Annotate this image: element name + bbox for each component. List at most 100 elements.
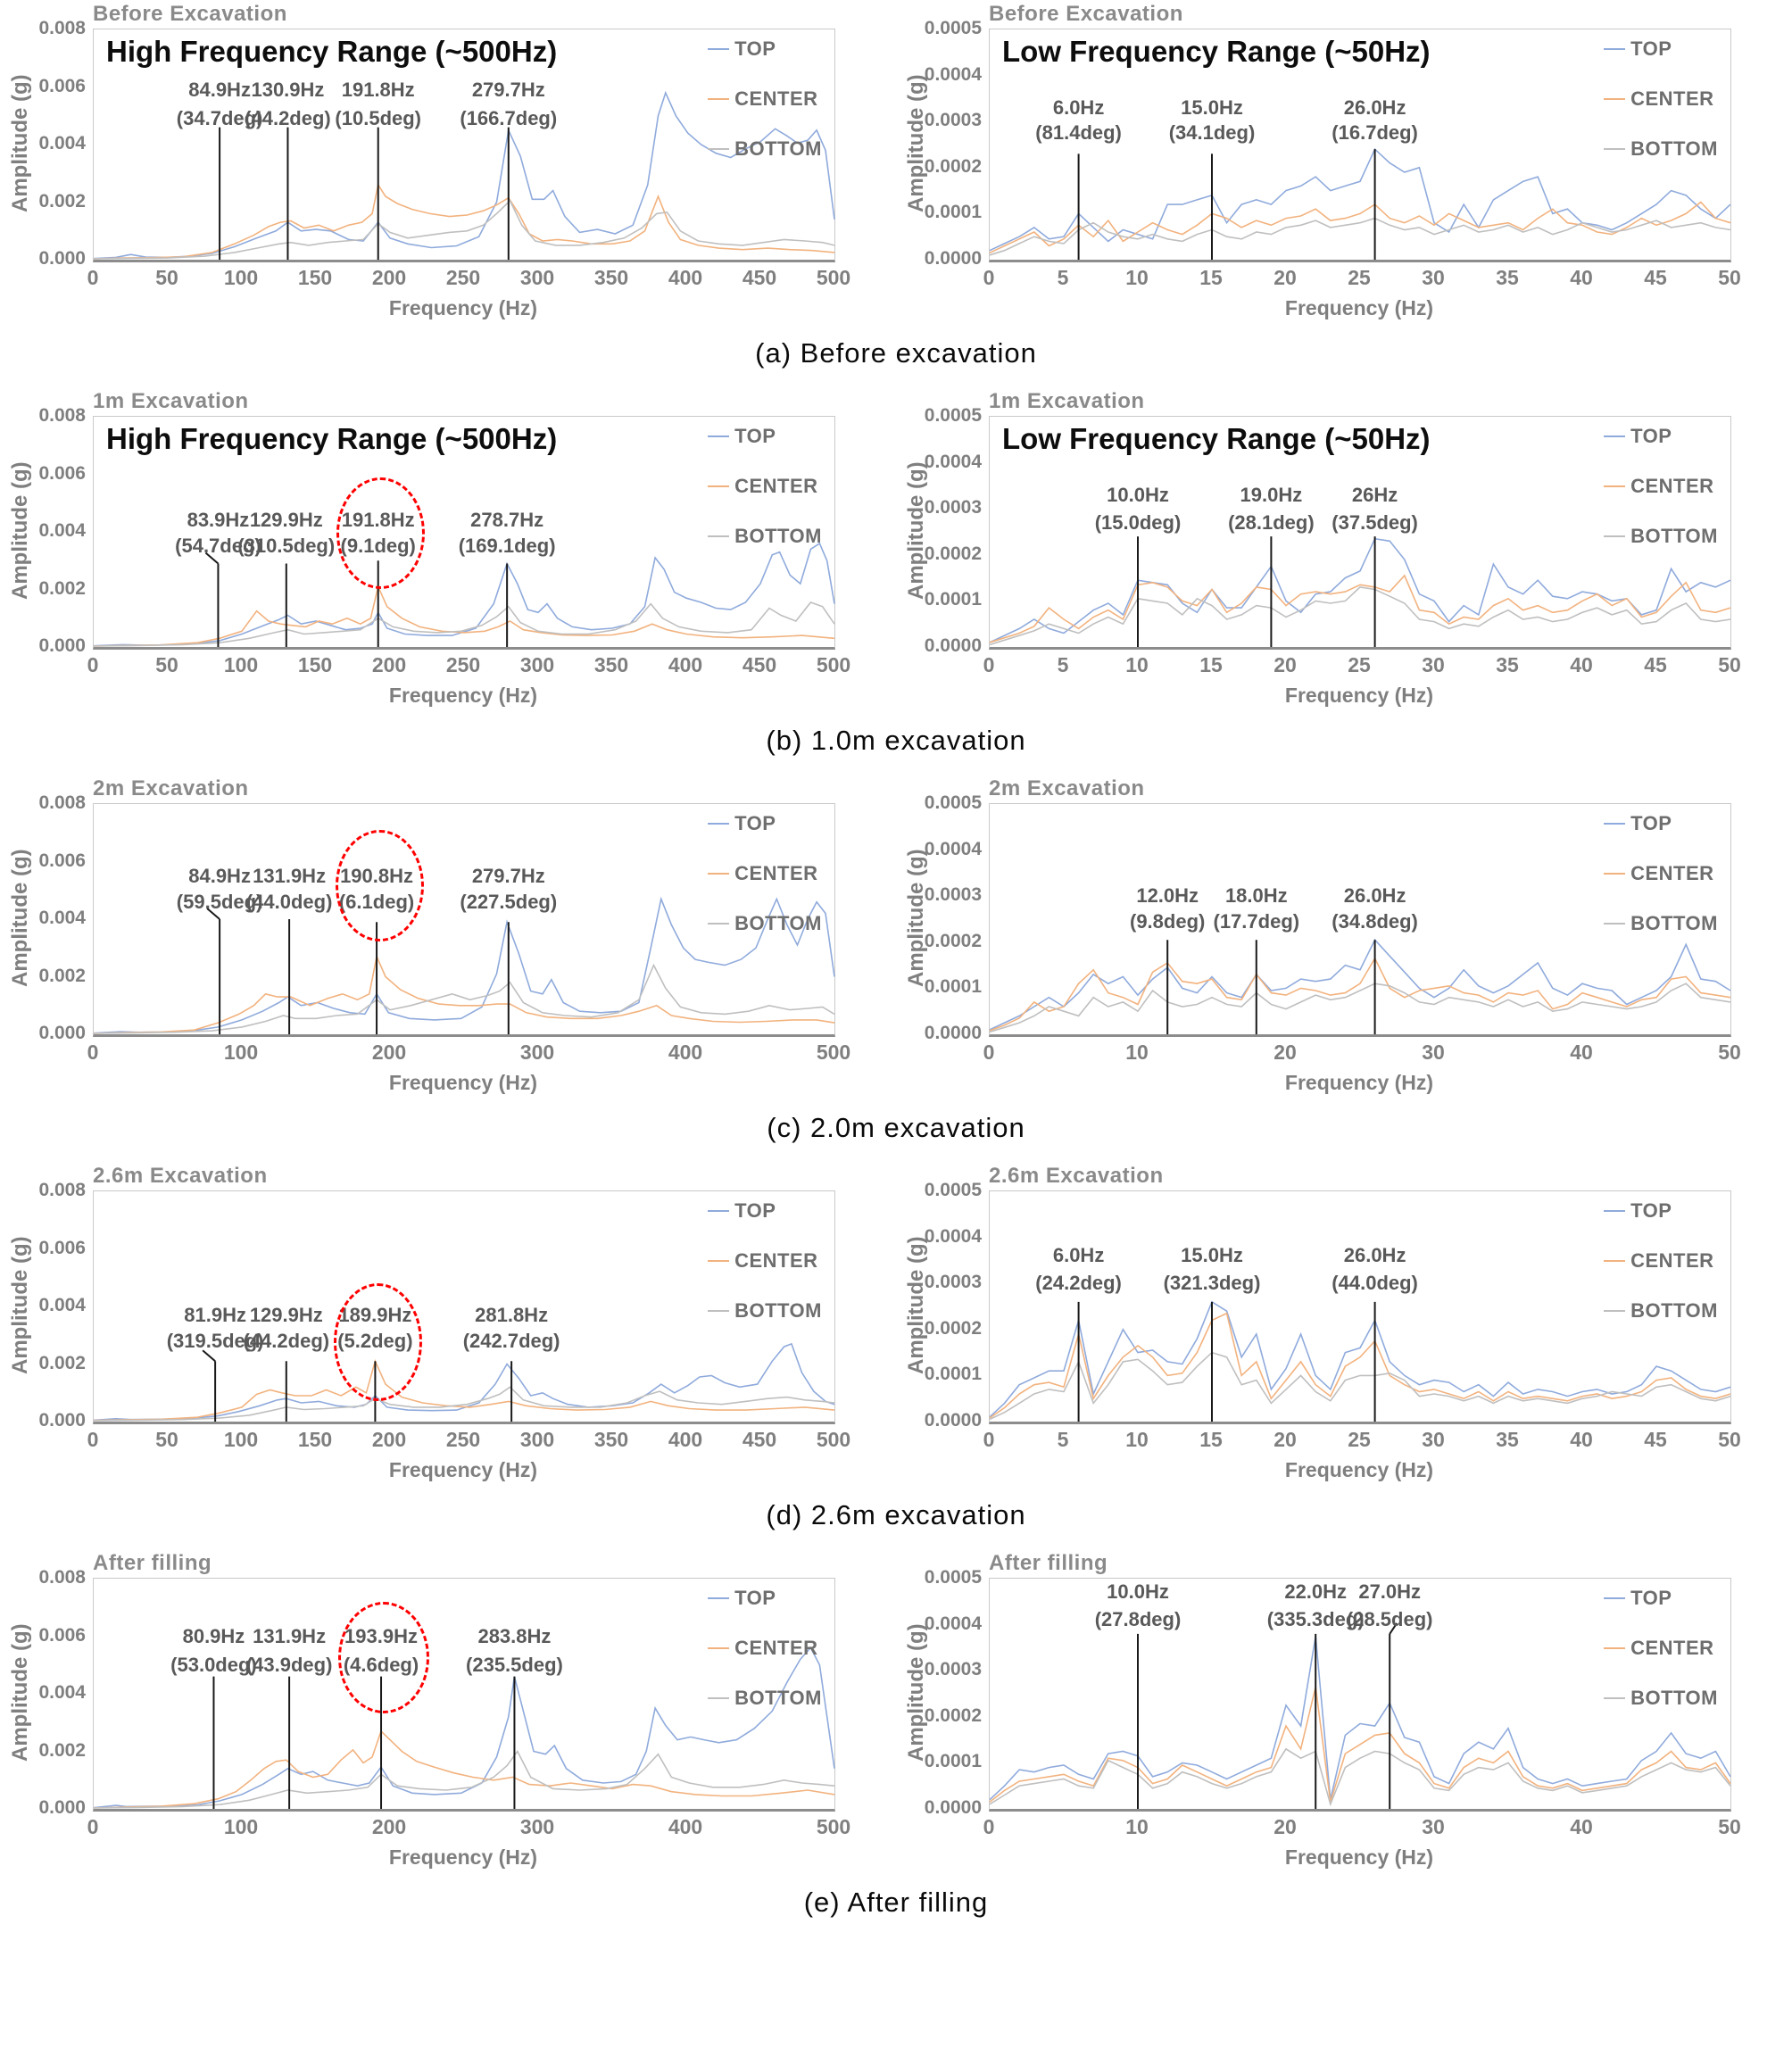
x-axis-label: Frequency (Hz) [1284, 1071, 1434, 1094]
plot-area: High Frequency Range (~500Hz) TOP CENTER… [93, 416, 835, 650]
x-tick: 400 [668, 1041, 703, 1064]
annotation-frequency: 6.0Hz [1052, 95, 1105, 119]
x-tick: 45 [1644, 653, 1667, 676]
x-tick: 30 [1422, 653, 1445, 676]
bottom-line-swatch-icon [708, 1697, 730, 1699]
x-tick: 20 [1273, 653, 1297, 676]
annotation-frequency: 81.9Hz [184, 1303, 246, 1326]
y-tick: 0.000 [38, 1023, 86, 1043]
x-tick: 100 [223, 266, 259, 289]
chart-4-left: After filling Amplitude (g) 0.008 0.006 0.… [7, 1551, 887, 1872]
annotation-frequency: 279.7Hz [471, 78, 545, 101]
x-tick: 300 [519, 1428, 555, 1451]
figure-caption: (c) 2.0m excavation [767, 1112, 1025, 1143]
legend-item-top: TOP [1604, 425, 1718, 447]
y-tick: 0.0005 [924, 792, 982, 813]
chart-title: 2m Excavation [989, 776, 1145, 800]
legend-item-center: CENTER [1604, 1637, 1718, 1659]
figure-row: Before Excavation Amplitude (g) 0.008 0.0… [0, 2, 1792, 369]
x-tick: 300 [519, 1815, 555, 1838]
x-tick: 250 [445, 266, 481, 289]
legend: TOP CENTER BOTTOM [708, 1587, 822, 1737]
highlight-circle [336, 477, 426, 590]
x-tick: 25 [1348, 1428, 1371, 1451]
annotation-phase: (34.1deg) [1168, 121, 1256, 145]
x-tick: 10 [1125, 1041, 1149, 1064]
y-tick: 0.0000 [924, 1797, 982, 1818]
y-tick: 0.004 [38, 908, 86, 928]
legend: TOP CENTER BOTTOM [1604, 812, 1718, 963]
x-tick: 50 [1718, 266, 1741, 289]
legend: TOP CENTER BOTTOM [1604, 1587, 1718, 1737]
x-tick: 50 [155, 266, 178, 289]
x-tick: 400 [668, 266, 703, 289]
legend-item-top: TOP [708, 37, 822, 60]
highlight-circle [335, 830, 424, 942]
bottom-line-swatch-icon [1604, 535, 1626, 537]
y-tick: 0.006 [38, 75, 86, 96]
x-axis-label: Frequency (Hz) [1284, 1845, 1434, 1869]
legend-item-top: TOP [1604, 812, 1718, 834]
y-axis-ticks: 0.0005 0.0004 0.0003 0.0002 0.0001 0.0000 [925, 792, 989, 1043]
annotation-phase: (227.5deg) [460, 890, 558, 913]
y-tick: 0.008 [38, 792, 86, 813]
legend-label: CENTER [734, 862, 818, 884]
x-tick: 100 [223, 1041, 259, 1064]
x-tick: 0 [983, 266, 995, 289]
series-line-bottom [989, 586, 1731, 646]
legend-item-top: TOP [708, 425, 822, 447]
legend-item-top: TOP [1604, 37, 1718, 60]
bottom-line-swatch-icon [1604, 1697, 1626, 1699]
x-tick: 100 [223, 1428, 259, 1451]
x-tick: 200 [371, 266, 407, 289]
series-line-bottom [989, 1351, 1731, 1421]
series-line-bottom [989, 217, 1731, 256]
y-tick: 0.0003 [924, 497, 982, 518]
x-tick: 5 [1057, 653, 1069, 676]
series-line-center [93, 1358, 835, 1422]
annotation-phase: (59.5deg) [176, 890, 263, 913]
y-tick: 0.0004 [924, 1613, 982, 1634]
y-axis-label: Amplitude (g) [8, 1623, 32, 1762]
x-tick: 400 [668, 653, 703, 676]
x-tick: 0 [87, 653, 99, 676]
chart-title: 2.6m Excavation [93, 1164, 268, 1188]
series-line-center [93, 954, 835, 1034]
x-tick: 15 [1199, 653, 1223, 676]
frequency-range-title: High Frequency Range (~500Hz) [106, 422, 558, 455]
chart-title: 2m Excavation [93, 776, 249, 800]
x-tick: 200 [371, 1815, 407, 1838]
y-tick: 0.002 [38, 577, 86, 599]
annotation-frequency: 26.0Hz [1343, 884, 1406, 908]
x-tick: 50 [1718, 1815, 1741, 1838]
x-tick: 25 [1348, 653, 1371, 676]
annotation-phase: (235.5deg) [466, 1653, 563, 1676]
series-line-top [989, 938, 1731, 1031]
top-line-swatch-icon [708, 1597, 730, 1599]
y-tick: 0.006 [38, 462, 86, 484]
series-canvas [93, 542, 835, 647]
y-tick: 0.008 [38, 405, 86, 426]
y-tick: 0.0005 [924, 405, 982, 426]
legend-item-center: CENTER [708, 862, 822, 884]
plot-area: TOP CENTER BOTTOM 12.0Hz (9.8deg) 18.0Hz (1… [989, 803, 1731, 1037]
legend-item-bottom: BOTTOM [1604, 912, 1718, 934]
chart-title: 1m Excavation [989, 389, 1145, 413]
chart-title: 1m Excavation [93, 389, 249, 413]
chart-title: Before Excavation [93, 2, 287, 26]
y-tick: 0.0001 [924, 1751, 982, 1772]
legend-item-bottom: BOTTOM [708, 1687, 822, 1709]
annotation-frequency: 12.0Hz [1136, 884, 1199, 908]
chart-title: After filling [989, 1551, 1108, 1575]
y-axis-ticks: 0.008 0.006 0.004 0.002 0.000 [34, 405, 93, 656]
plot-area: TOP CENTER BOTTOM 84.9Hz (59.5deg) 131.9Hz… [93, 803, 835, 1037]
x-tick: 30 [1422, 1428, 1445, 1451]
series-line-bottom [93, 199, 835, 260]
chart-2-right: 2m Excavation Amplitude (g) 0.0005 0.0004… [903, 776, 1783, 1098]
legend-label: CENTER [734, 475, 818, 497]
top-line-swatch-icon [1604, 1597, 1626, 1599]
center-line-swatch-icon [1604, 1647, 1626, 1649]
x-tick: 500 [816, 266, 851, 289]
annotation-phase: (43.9deg) [245, 1653, 333, 1676]
x-tick: 25 [1348, 266, 1371, 289]
